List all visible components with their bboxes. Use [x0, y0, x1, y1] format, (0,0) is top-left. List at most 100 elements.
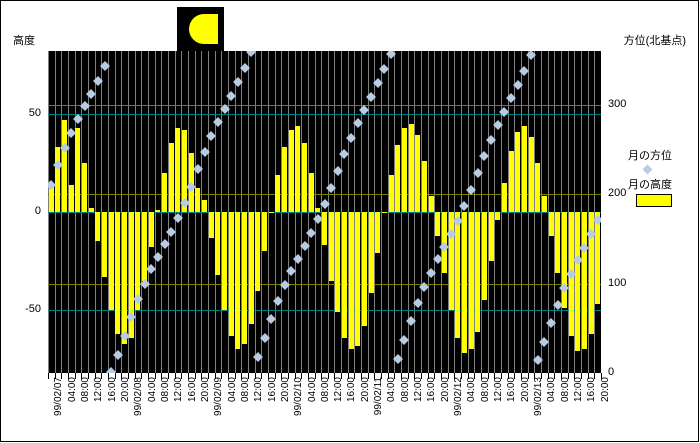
- x-axis-tick: [315, 373, 316, 379]
- x-axis-tick: [295, 373, 296, 379]
- bar: [68, 184, 74, 212]
- secondary-gridline: [48, 284, 601, 285]
- x-axis-tick: [468, 373, 469, 379]
- bar: [415, 135, 421, 212]
- x-axis-tick-label: 12:00: [253, 377, 265, 403]
- x-axis-tick: [348, 373, 349, 379]
- bar: [521, 125, 527, 212]
- bar: [295, 125, 301, 212]
- x-axis-tick-label: 16:00: [266, 377, 278, 403]
- bar: [148, 212, 154, 248]
- x-axis-tick: [81, 373, 82, 379]
- x-axis-tick: [181, 373, 182, 379]
- x-axis-tick: [374, 373, 375, 379]
- bar: [328, 212, 334, 281]
- bar: [55, 147, 61, 212]
- bar: [88, 208, 94, 212]
- x-axis-tick: [368, 373, 369, 379]
- x-axis-tick: [255, 373, 256, 379]
- bar: [588, 212, 594, 334]
- bar: [515, 131, 521, 212]
- bar: [348, 212, 354, 350]
- x-axis-tick: [115, 373, 116, 379]
- legend-label: 月の高度: [628, 179, 672, 191]
- primary-gridline: [48, 114, 601, 115]
- x-axis-tick: [574, 373, 575, 379]
- x-axis-tick: [68, 373, 69, 379]
- x-axis-tick: [548, 373, 549, 379]
- x-axis-tick: [528, 373, 529, 379]
- x-axis-tick: [454, 373, 455, 379]
- x-axis-tick: [554, 373, 555, 379]
- x-axis-tick: [594, 373, 595, 379]
- x-axis-tick-label: 04:00: [306, 377, 318, 403]
- x-axis-tick: [248, 373, 249, 379]
- left-axis-title: 高度: [13, 35, 35, 47]
- x-axis-tick-label: 99/02/08: [133, 377, 145, 416]
- x-axis-tick: [588, 373, 589, 379]
- x-axis-tick-label: 04:00: [66, 377, 78, 403]
- secondary-gridline: [48, 194, 601, 195]
- x-axis-tick-label: 08:00: [159, 377, 171, 403]
- x-axis-tick: [388, 373, 389, 379]
- x-axis-tick-label: 20:00: [119, 377, 131, 403]
- bar: [115, 212, 121, 334]
- bar: [75, 127, 81, 212]
- bar: [282, 147, 288, 212]
- x-axis-tick: [221, 373, 222, 379]
- x-axis-tick: [168, 373, 169, 379]
- x-axis-tick: [514, 373, 515, 379]
- x-axis-tick: [381, 373, 382, 379]
- x-axis-tick: [334, 373, 335, 379]
- bar: [315, 208, 321, 212]
- x-axis-tick: [361, 373, 362, 379]
- bar: [475, 212, 481, 332]
- x-axis-tick-label: 99/02/12: [453, 377, 465, 416]
- right-axis-title: 方位(北基点): [623, 35, 686, 47]
- x-axis-tick-label: 08:00: [79, 377, 91, 403]
- bar: [262, 212, 268, 252]
- bar: [82, 162, 88, 212]
- bar: [308, 172, 314, 212]
- x-axis-tick: [428, 373, 429, 379]
- x-axis-tick-label: 04:00: [226, 377, 238, 403]
- bar: [561, 212, 567, 309]
- bar: [248, 212, 254, 324]
- x-axis-tick-label: 08:00: [479, 377, 491, 403]
- x-axis-tick-label: 16:00: [586, 377, 598, 403]
- bar: [448, 212, 454, 311]
- x-axis-tick-label: 16:00: [506, 377, 518, 403]
- bar: [208, 212, 214, 238]
- legend-label: 月の方位: [628, 150, 672, 162]
- x-axis-tick: [328, 373, 329, 379]
- x-axis-tick-label: 12:00: [573, 377, 585, 403]
- x-axis-tick: [321, 373, 322, 379]
- bar: [155, 210, 161, 212]
- bar: [102, 212, 108, 277]
- bar: [302, 143, 307, 212]
- bar: [182, 129, 188, 212]
- x-axis-tick: [201, 373, 202, 379]
- x-axis-tick-label: 04:00: [146, 377, 158, 403]
- x-axis-tick-label: 20:00: [599, 377, 611, 403]
- bar: [48, 182, 54, 212]
- x-axis-tick: [474, 373, 475, 379]
- x-axis-tick-label: 08:00: [239, 377, 251, 403]
- bar: [468, 212, 474, 350]
- x-axis-tick: [88, 373, 89, 379]
- x-axis-tick-label: 04:00: [386, 377, 398, 403]
- chart-legend: 月の方位 月の高度: [628, 147, 698, 207]
- bar: [288, 129, 294, 212]
- x-axis-tick: [175, 373, 176, 379]
- bar: [575, 212, 581, 352]
- y-axis-tick-label: 0: [34, 205, 41, 217]
- x-axis-tick-label: 16:00: [346, 377, 358, 403]
- x-axis-tick: [308, 373, 309, 379]
- bar: [461, 212, 467, 354]
- bar: [122, 212, 128, 344]
- bar: [395, 145, 401, 212]
- x-axis-tick: [448, 373, 449, 379]
- secondary-gridline: [48, 105, 601, 106]
- x-axis-tick: [235, 373, 236, 379]
